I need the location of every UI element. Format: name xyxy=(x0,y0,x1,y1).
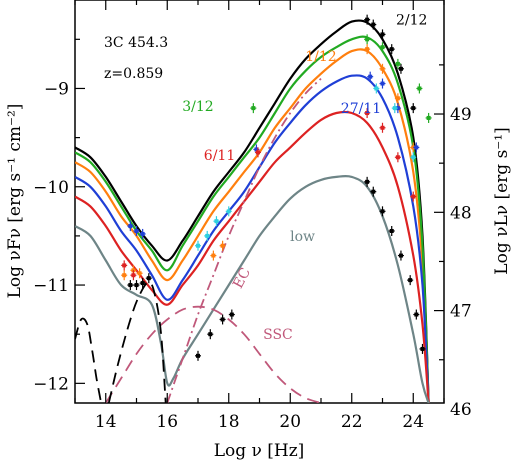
curve-ssc xyxy=(105,305,322,403)
annotation-ec: EC xyxy=(230,265,254,291)
data-point-5-3 xyxy=(226,209,231,214)
data-point-5-6 xyxy=(411,155,416,160)
annotation-low: low xyxy=(290,229,315,245)
data-point-4-5 xyxy=(122,263,127,268)
curve-27-11 xyxy=(75,74,430,403)
data-point-0-4 xyxy=(398,66,403,71)
x-axis-title: Log ν [Hz] xyxy=(214,441,305,461)
x-tick-label: 18 xyxy=(218,412,240,432)
data-point-0-2 xyxy=(380,32,385,37)
data-point-4-0 xyxy=(255,150,260,155)
x-tick-label: 22 xyxy=(341,412,363,432)
data-point-3-6 xyxy=(134,228,139,233)
data-point-2-8 xyxy=(220,243,225,248)
data-point-5-4 xyxy=(374,86,379,91)
y-axis-title-right: Log νLν [erg s⁻¹] xyxy=(492,127,512,274)
data-point-0-3 xyxy=(389,47,394,52)
data-point-0-13 xyxy=(229,312,234,317)
data-point-0-6 xyxy=(128,283,133,288)
data-point-1-1 xyxy=(365,37,370,42)
data-point-4-6 xyxy=(131,273,136,278)
data-point-4-1 xyxy=(365,111,370,116)
data-point-3-3 xyxy=(395,106,400,111)
curve-ec xyxy=(166,77,322,403)
y-axis-title-left: Log νFν [erg s⁻¹ cm⁻²] xyxy=(5,104,25,299)
data-point-0-19 xyxy=(408,278,413,283)
data-point-0-16 xyxy=(380,209,385,214)
data-point-3-4 xyxy=(414,145,419,150)
data-point-5-0 xyxy=(196,243,200,248)
data-point-2-5 xyxy=(395,96,400,101)
data-point-5-1 xyxy=(205,233,210,238)
y-right-tick-label: 46 xyxy=(450,400,472,420)
y-tick-label: −9 xyxy=(44,79,69,99)
data-point-2-3 xyxy=(365,47,370,52)
data-point-4-3 xyxy=(395,155,400,160)
data-points xyxy=(121,14,432,361)
data-point-0-15 xyxy=(371,189,376,194)
data-point-3-2 xyxy=(380,81,385,86)
data-point-3-1 xyxy=(368,74,373,79)
curve-annotations: 2/12 1/12 3/12 27/11 6/11 low EC SSC xyxy=(182,13,427,344)
curve-6-11 xyxy=(75,110,430,403)
source-name: 3C 454.3 xyxy=(104,35,168,51)
annotation-6-11: 6/11 xyxy=(204,148,235,164)
annotation-ssc: SSC xyxy=(263,327,293,343)
curve-component-8 xyxy=(75,317,102,403)
x-tick-label: 24 xyxy=(402,412,424,432)
x-tick-label: 20 xyxy=(279,412,301,432)
data-point-0-9 xyxy=(146,276,151,281)
y-tick-label: −10 xyxy=(33,178,69,198)
y-tick-label: −12 xyxy=(33,374,69,394)
data-point-0-18 xyxy=(398,253,403,258)
data-point-0-7 xyxy=(134,283,139,288)
curve-low xyxy=(75,174,430,403)
data-point-4-2 xyxy=(380,125,385,130)
annotation-3-12: 3/12 xyxy=(182,99,213,115)
y-right-tick-label: 47 xyxy=(450,302,472,322)
data-point-1-4 xyxy=(417,86,422,91)
data-point-1-3 xyxy=(395,61,400,66)
data-point-0-14 xyxy=(365,179,370,184)
data-point-1-5 xyxy=(426,115,431,120)
data-point-0-10 xyxy=(196,353,200,358)
data-point-0-0 xyxy=(365,17,370,22)
data-point-0-20 xyxy=(414,312,419,317)
redshift-label: z=0.859 xyxy=(104,66,163,82)
data-point-3-0 xyxy=(254,147,259,152)
data-point-1-0 xyxy=(251,106,256,111)
data-point-0-11 xyxy=(208,332,213,337)
x-tick-label: 16 xyxy=(156,412,178,432)
data-point-1-2 xyxy=(380,45,385,50)
y-right-tick-label: 48 xyxy=(450,203,472,223)
curve-3-12 xyxy=(75,35,430,403)
y-tick-label: −11 xyxy=(33,276,69,296)
axis-ticks: 14 16 18 20 22 24 −12 −11 −10 −9 46 47 48 49 xyxy=(33,0,472,432)
data-point-2-2 xyxy=(137,271,142,276)
x-tick-label: 14 xyxy=(95,412,117,432)
data-point-4-4 xyxy=(411,194,416,199)
annotation-27-11: 27/11 xyxy=(341,101,381,117)
data-point-0-12 xyxy=(220,317,225,322)
data-point-0-5 xyxy=(411,106,416,111)
curve-component-9 xyxy=(107,281,167,403)
data-point-0-1 xyxy=(371,22,376,27)
data-point-3-7 xyxy=(140,231,145,236)
data-point-0-17 xyxy=(389,228,394,233)
data-point-3-5 xyxy=(128,224,133,229)
data-point-2-6 xyxy=(411,145,416,150)
data-point-5-5 xyxy=(392,106,397,111)
curve-1-12 xyxy=(75,48,430,403)
data-point-5-2 xyxy=(214,219,219,224)
annotation-1-12: 1/12 xyxy=(305,49,336,65)
data-point-2-7 xyxy=(211,253,216,258)
data-point-0-21 xyxy=(420,346,425,351)
curve-2-12 xyxy=(75,19,430,403)
data-point-0-8 xyxy=(140,281,145,286)
annotation-2-12: 2/12 xyxy=(396,13,427,29)
data-point-2-4 xyxy=(380,66,385,71)
data-point-2-0 xyxy=(122,273,127,278)
y-right-tick-label: 49 xyxy=(450,105,472,125)
